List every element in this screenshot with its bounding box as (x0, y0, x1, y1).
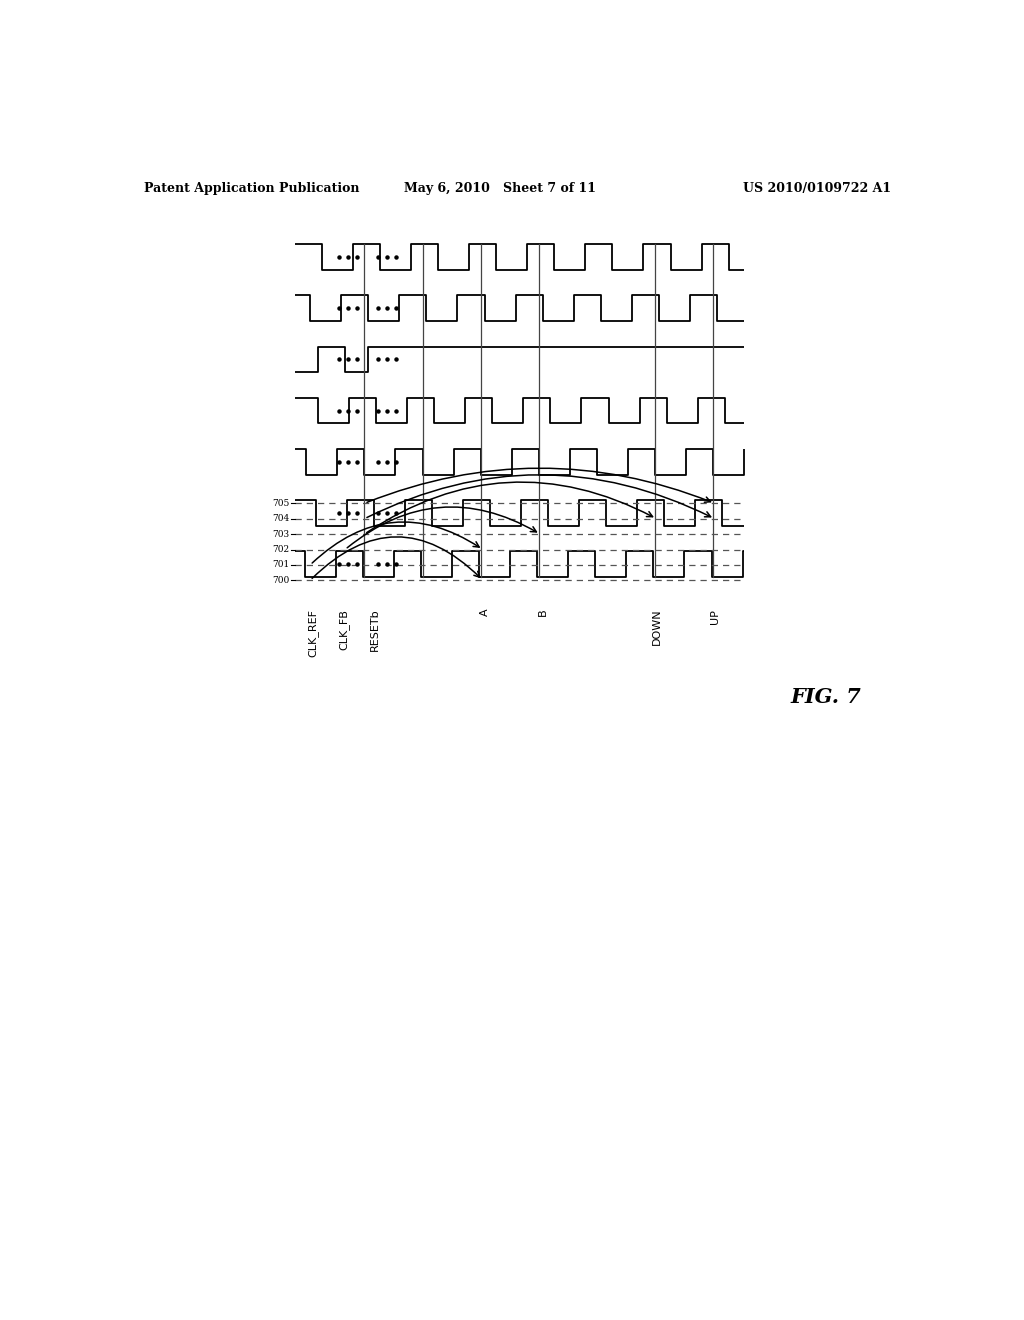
Text: CLK_FB: CLK_FB (338, 609, 349, 649)
Text: 702: 702 (272, 545, 289, 554)
Text: May 6, 2010   Sheet 7 of 11: May 6, 2010 Sheet 7 of 11 (404, 182, 596, 194)
Text: 704: 704 (272, 515, 289, 523)
Text: 701: 701 (272, 561, 289, 569)
Text: FIG. 7: FIG. 7 (791, 688, 861, 708)
Text: 705: 705 (271, 499, 289, 508)
Text: US 2010/0109722 A1: US 2010/0109722 A1 (743, 182, 891, 194)
Text: 700: 700 (272, 576, 289, 585)
Text: A: A (479, 609, 489, 616)
Text: DOWN: DOWN (652, 609, 663, 645)
Text: UP: UP (711, 609, 721, 624)
Text: CLK_REF: CLK_REF (307, 609, 317, 657)
Text: B: B (538, 609, 548, 616)
Text: Patent Application Publication: Patent Application Publication (143, 182, 359, 194)
Text: 703: 703 (272, 529, 289, 539)
Text: RESETb: RESETb (370, 609, 380, 652)
